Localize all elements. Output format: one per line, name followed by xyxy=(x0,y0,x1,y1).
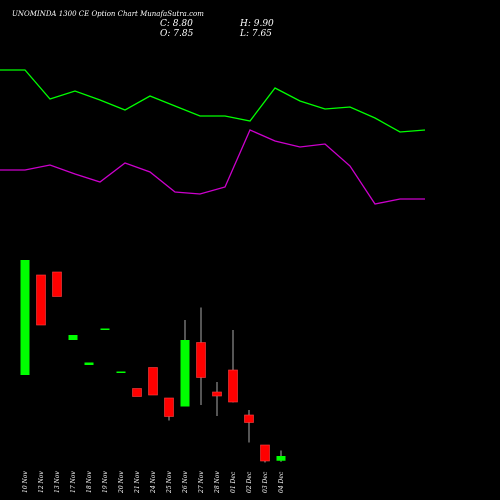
x-tick-label: 04 Dec xyxy=(278,471,285,493)
candle-body xyxy=(276,456,286,461)
low-value: L: 7.65 xyxy=(239,29,272,39)
candle-body xyxy=(20,260,30,375)
x-tick-label: 12 Nov xyxy=(38,471,45,493)
indicator-line-2 xyxy=(0,129,425,205)
x-tick-label: 28 Nov xyxy=(214,471,221,494)
close-value: C: 8.80 xyxy=(160,19,193,29)
candle-body xyxy=(244,414,254,423)
candle-body xyxy=(36,274,46,326)
x-tick-label: 01 Dec xyxy=(230,471,237,493)
candle-body xyxy=(164,397,174,417)
x-tick-label: 24 Nov xyxy=(150,471,157,494)
chart-title: UNOMINDA 1300 CE Option Chart MunafaSutr… xyxy=(12,10,204,18)
candle-body xyxy=(132,388,142,397)
x-tick-label: 20 Nov xyxy=(118,471,125,494)
x-tick-label: 25 Nov xyxy=(166,471,173,494)
candle-body xyxy=(180,340,190,407)
x-tick-label: 03 Dec xyxy=(262,471,269,493)
candle-body xyxy=(148,367,158,396)
open-value: O: 7.85 xyxy=(160,29,194,39)
candlestick-plot xyxy=(20,260,286,463)
x-tick-label: 02 Dec xyxy=(246,471,253,493)
candle-body xyxy=(68,335,78,340)
x-tick-label: 10 Nov xyxy=(22,471,29,493)
x-axis: 10 Nov 12 Nov 13 Nov 17 Nov 18 Nov 19 Nov 20 N… xyxy=(22,471,285,494)
x-tick-label: 13 Nov xyxy=(54,471,61,493)
x-tick-label: 19 Nov xyxy=(102,471,109,493)
x-tick-label: 26 Nov xyxy=(182,471,189,494)
x-tick-label: 27 Nov xyxy=(198,471,205,494)
high-value: H: 9.90 xyxy=(239,19,274,29)
candle-body xyxy=(196,342,206,378)
candle-body xyxy=(100,328,110,330)
candle-body xyxy=(116,371,126,373)
candle-body xyxy=(228,369,238,403)
x-tick-label: 21 Nov xyxy=(134,471,141,494)
x-tick-label: 18 Nov xyxy=(86,471,93,493)
candle-body xyxy=(260,444,270,462)
candle-body xyxy=(84,362,94,365)
indicator-lines xyxy=(0,69,426,205)
x-tick-label: 17 Nov xyxy=(70,471,77,493)
candle-body xyxy=(52,271,62,297)
indicator-line-1 xyxy=(0,69,426,133)
candle-body xyxy=(212,391,222,397)
